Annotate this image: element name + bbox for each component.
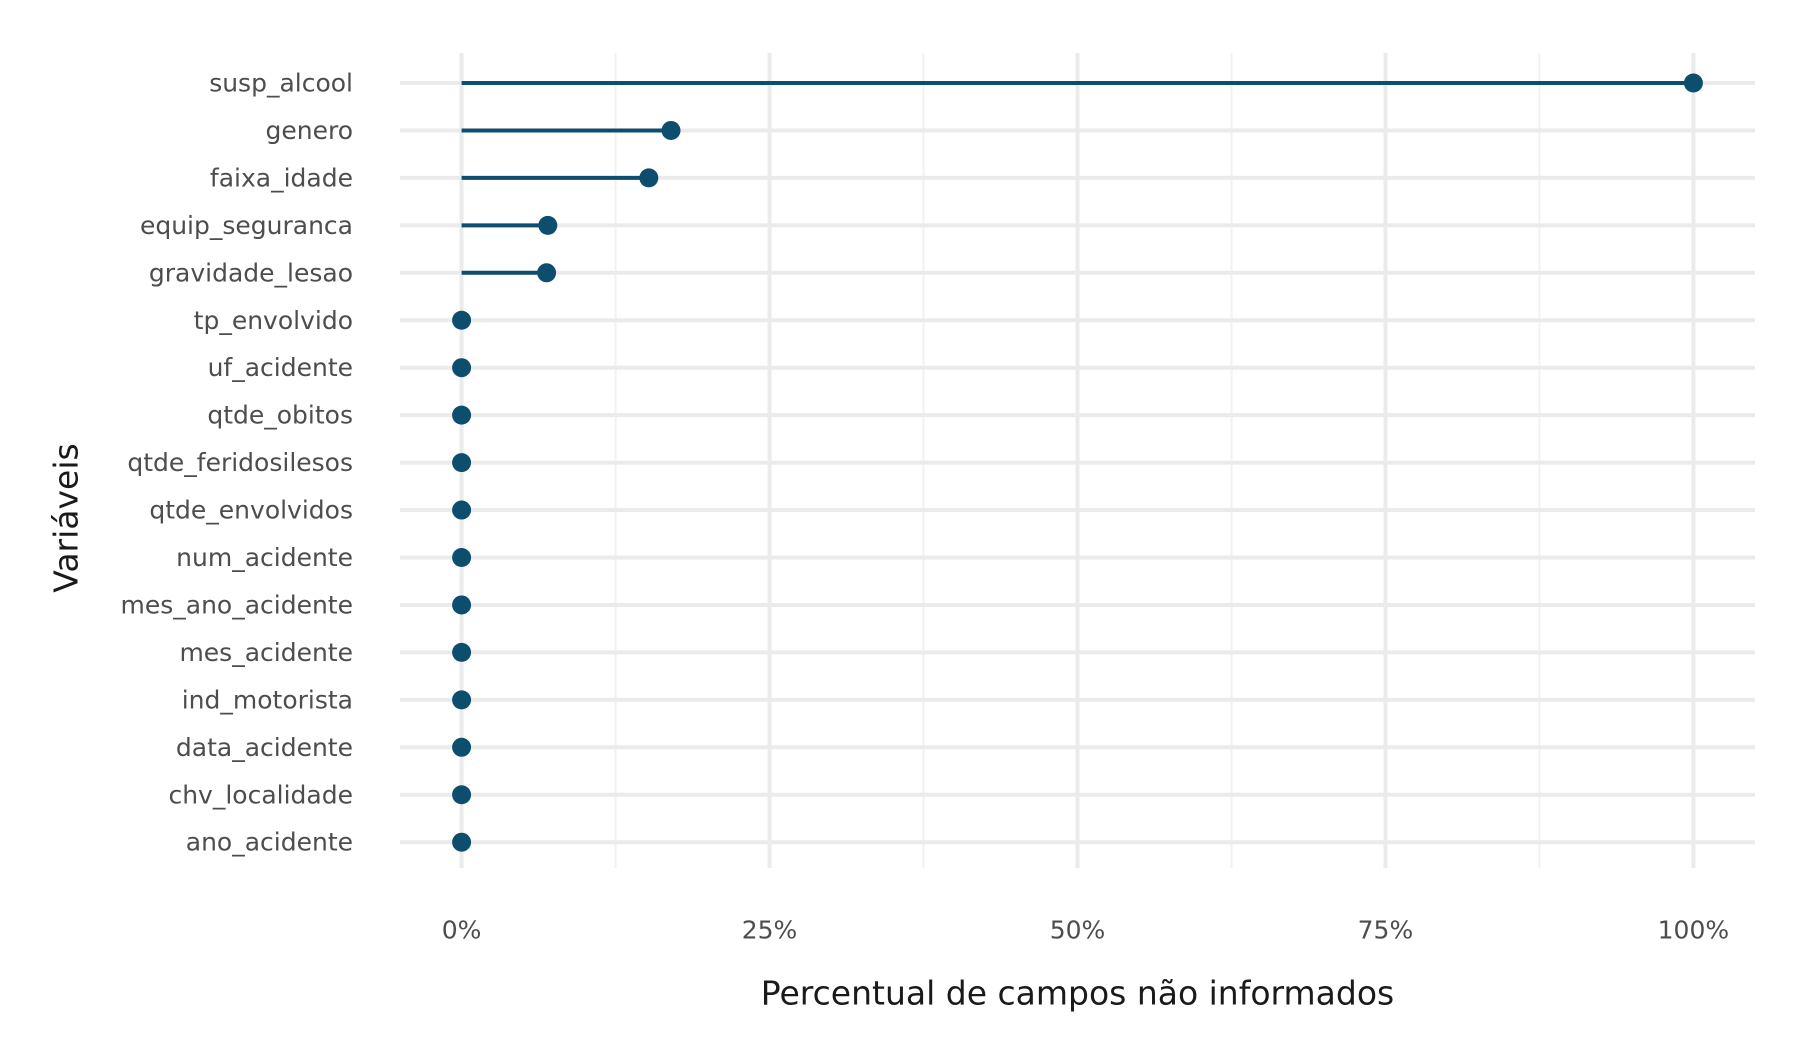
lollipop-point	[452, 595, 472, 615]
lollipop-point	[452, 785, 472, 805]
grid-layer	[400, 53, 1755, 868]
y-tick-label: qtde_feridosilesos	[127, 448, 353, 477]
lollipop-point	[538, 215, 558, 235]
x-tick-label: 100%	[1658, 916, 1729, 945]
y-tick-label: qtde_envolvidos	[149, 496, 353, 525]
y-axis-title: Variáveis	[47, 443, 86, 592]
x-axis-title: Percentual de campos não informados	[761, 974, 1394, 1013]
y-tick-label: ind_motorista	[182, 685, 353, 714]
y-tick-label: num_acidente	[176, 543, 353, 572]
lollipop-point	[452, 690, 472, 710]
y-tick-label: uf_acidente	[208, 353, 353, 382]
y-tick-label: susp_alcool	[209, 69, 353, 98]
lollipop-point	[452, 453, 472, 473]
lollipop-point	[661, 120, 681, 140]
x-tick-label: 0%	[442, 916, 482, 945]
y-tick-label: mes_acidente	[179, 638, 353, 667]
lollipop-point	[452, 548, 472, 567]
y-tick-label: mes_ano_acidente	[120, 590, 353, 619]
y-tick-label: equip_seguranca	[140, 211, 353, 240]
y-tick-label: faixa_idade	[210, 163, 353, 192]
y-tick-label: genero	[266, 116, 354, 145]
points-layer	[452, 73, 1703, 852]
x-tick-label: 25%	[742, 916, 798, 945]
y-tick-label: data_acidente	[176, 733, 353, 762]
y-tick-label: qtde_obitos	[207, 401, 353, 430]
x-tick-label: 75%	[1358, 916, 1414, 945]
lollipop-point	[452, 500, 472, 520]
y-tick-label: ano_acidente	[186, 828, 353, 857]
lollipop-point	[452, 310, 472, 330]
lollipop-point	[452, 832, 472, 852]
x-tick-label: 50%	[1050, 916, 1106, 945]
lollipop-point	[452, 405, 472, 425]
y-tick-label: gravidade_lesao	[149, 258, 353, 287]
lollipop-point	[452, 358, 472, 378]
y-tick-label: tp_envolvido	[194, 306, 353, 335]
segments-layer	[461, 81, 1694, 275]
lollipop-point	[452, 642, 472, 662]
lollipop-point	[639, 168, 659, 188]
lollipop-point	[537, 263, 557, 283]
y-tick-label: chv_localidade	[168, 780, 353, 809]
lollipop-point	[1683, 73, 1703, 93]
lollipop-point	[452, 737, 472, 757]
x-axis-labels: 0% 25% 50% 75% 100%	[442, 916, 1729, 945]
